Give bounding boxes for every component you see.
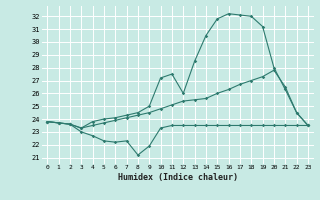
X-axis label: Humidex (Indice chaleur): Humidex (Indice chaleur) <box>118 173 237 182</box>
